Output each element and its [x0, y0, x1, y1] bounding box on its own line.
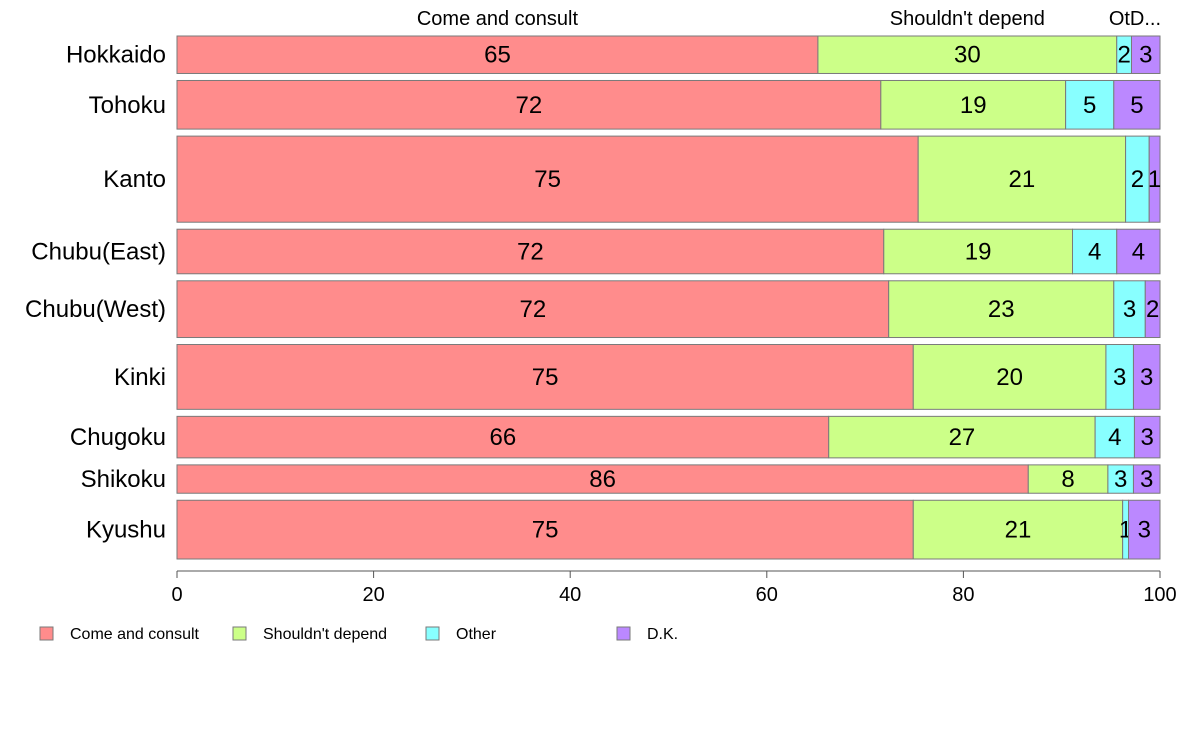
column-header: OtD... [1109, 8, 1161, 30]
category-label: Shikoku [81, 466, 166, 493]
data-label: 21 [1009, 166, 1036, 193]
category-label: Chugoku [70, 424, 166, 451]
data-label: 23 [988, 296, 1015, 323]
x-tick-label: 60 [756, 584, 778, 606]
data-label: 72 [516, 92, 543, 119]
data-label: 8 [1061, 466, 1074, 493]
x-tick-label: 80 [952, 584, 974, 606]
category-label: Kyushu [86, 517, 166, 544]
legend-label: Other [456, 626, 497, 643]
data-label: 4 [1132, 239, 1145, 266]
category-label: Kanto [103, 166, 166, 193]
bar-segment [1113, 280, 1146, 339]
bar-segment [1130, 35, 1161, 74]
bar-segment [176, 464, 1029, 494]
data-label: 30 [954, 42, 981, 69]
bar-segment [1113, 79, 1161, 130]
bar-segment [888, 280, 1115, 339]
bar-segment [1132, 464, 1161, 494]
legend-label: Shouldn't depend [263, 626, 387, 643]
category-label: Tohoku [89, 92, 166, 119]
legend-swatch [232, 626, 247, 641]
bar-segment [176, 35, 819, 74]
data-label: 75 [532, 517, 559, 544]
bar-segment [912, 344, 1107, 410]
data-label: 2 [1117, 42, 1130, 69]
x-tick-label: 100 [1143, 584, 1176, 606]
bar-segment [912, 499, 1124, 560]
data-label: 75 [534, 166, 561, 193]
bar-segment [1144, 280, 1161, 339]
data-label: 72 [519, 296, 546, 323]
legend-swatch [616, 626, 631, 641]
legend-label: Come and consult [70, 626, 200, 643]
data-label: 19 [965, 239, 992, 266]
data-label: 21 [1005, 517, 1032, 544]
data-label: 4 [1088, 239, 1101, 266]
category-label: Kinki [114, 364, 166, 391]
x-tick-label: 0 [171, 584, 182, 606]
bar-segment [176, 79, 882, 130]
bar-segment [883, 228, 1074, 275]
legend-swatch [425, 626, 440, 641]
legend-swatch [39, 626, 54, 641]
data-label: 3 [1114, 466, 1127, 493]
bar-segment [176, 135, 919, 223]
column-header: Come and consult [417, 8, 579, 30]
data-label: 19 [960, 92, 987, 119]
column-header: Shouldn't depend [890, 8, 1045, 30]
data-label: 72 [517, 239, 544, 266]
bar-segment [176, 280, 890, 339]
data-label: 5 [1130, 92, 1143, 119]
bar-segment [828, 415, 1096, 459]
data-label: 66 [490, 424, 517, 451]
bar-segment [1148, 135, 1161, 223]
bar-segment [817, 35, 1118, 74]
data-label: 3 [1141, 424, 1154, 451]
data-label: 27 [949, 424, 976, 451]
x-tick-label: 20 [362, 584, 384, 606]
data-label: 2 [1146, 296, 1159, 323]
data-label: 2 [1131, 166, 1144, 193]
legend-label: D.K. [647, 626, 678, 643]
data-label: 3 [1113, 364, 1126, 391]
data-label: 4 [1108, 424, 1121, 451]
data-label: 1 [1148, 166, 1161, 193]
data-label: 86 [589, 466, 616, 493]
bar-segment [176, 415, 830, 459]
bar-segment [917, 135, 1127, 223]
bar-segment [880, 79, 1067, 130]
data-label: 5 [1083, 92, 1096, 119]
data-label: 3 [1140, 364, 1153, 391]
x-tick-label: 40 [559, 584, 581, 606]
data-label: 20 [996, 364, 1023, 391]
data-label: 3 [1139, 42, 1152, 69]
category-label: Chubu(West) [25, 296, 166, 323]
category-label: Chubu(East) [31, 239, 166, 266]
bar-segment [176, 499, 914, 560]
data-label: 65 [484, 42, 511, 69]
data-label: 75 [532, 364, 559, 391]
bar-segment [1116, 228, 1161, 275]
bar-segment [1133, 415, 1161, 459]
bar-segment [176, 228, 885, 275]
bar-segment [1072, 228, 1118, 275]
bar-segment [1132, 344, 1161, 410]
bar-segment [1105, 344, 1134, 410]
bar-segment [1128, 499, 1161, 560]
bar-segment [1065, 79, 1115, 130]
data-label: 3 [1123, 296, 1136, 323]
category-label: Hokkaido [66, 42, 166, 69]
data-label: 3 [1138, 517, 1151, 544]
data-label: 3 [1140, 466, 1153, 493]
